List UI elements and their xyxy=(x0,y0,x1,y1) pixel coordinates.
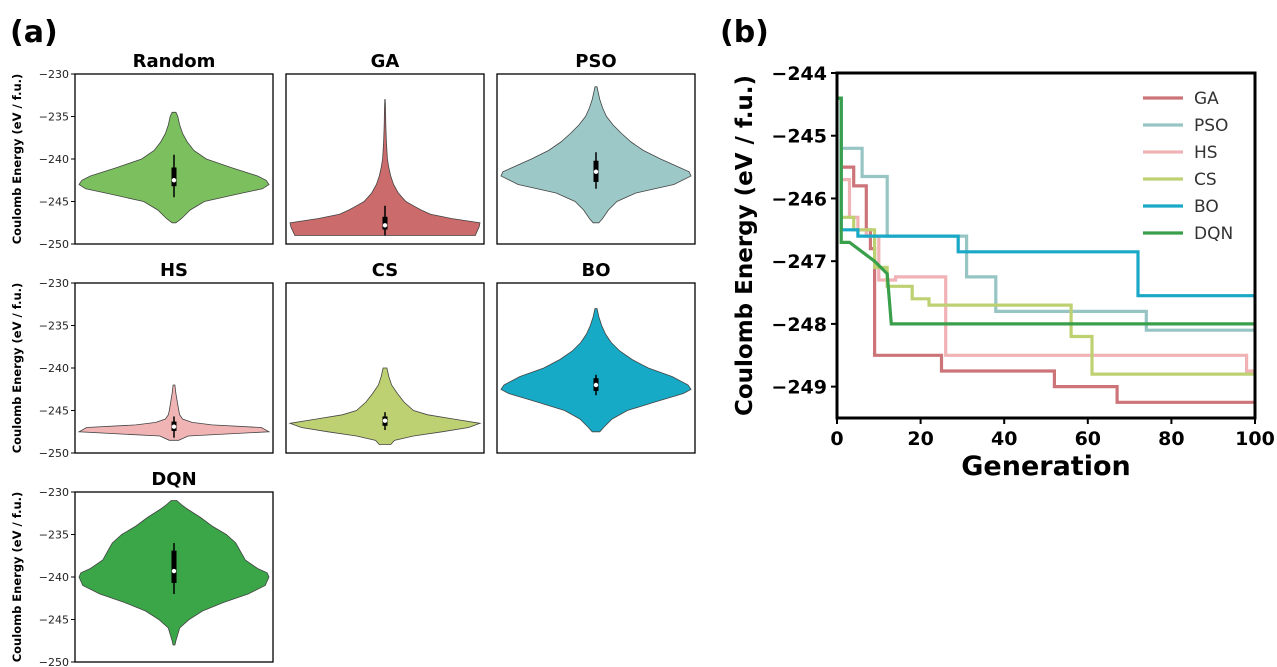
series-line-bo xyxy=(837,96,1255,298)
violin-ytick-label: −250 xyxy=(39,238,69,251)
violin-median-pso xyxy=(593,169,599,174)
line-xtick-label: 60 xyxy=(1075,428,1101,450)
violin-frame-bo xyxy=(496,282,696,454)
line-ytick-label: −247 xyxy=(771,251,827,273)
step-line-chart: 0 20 40 60 80 100 −244 −245 −246 −247 −248 −249 Gene… xyxy=(732,63,1275,482)
violin-title-pso: PSO xyxy=(575,51,616,72)
violin-ytick-label: −245 xyxy=(39,196,69,209)
violin-ytick-label: −245 xyxy=(39,614,69,627)
violin-ylabel: Coulomb Energy (eV / f.u.) xyxy=(10,283,24,454)
violin-ylabel: Coulomb Energy (eV / f.u.) xyxy=(10,492,24,663)
violin-median-hs xyxy=(171,424,177,429)
violin-panel-pso: PSO xyxy=(496,51,696,245)
violin-title-bo: BO xyxy=(581,260,610,281)
violin-ytick-label: −240 xyxy=(39,571,69,584)
violin-panel-dqn: DQN −230 −235 −240 −245 −250 Coulomb Energy (e… xyxy=(10,469,274,667)
panel-b-label: (b) xyxy=(720,15,769,50)
violin-ytick-label: −235 xyxy=(39,111,69,124)
violin-panel-cs: CS xyxy=(285,260,485,454)
violin-body-hs xyxy=(77,384,271,441)
series-line-cs xyxy=(837,96,1255,376)
violin-ytick-label: −235 xyxy=(39,320,69,333)
violin-iqr-box-random xyxy=(171,167,177,187)
line-ytick-label: −248 xyxy=(771,314,827,336)
line-xtick-label: 80 xyxy=(1158,428,1184,450)
legend-label-dqn: DQN xyxy=(1194,224,1233,244)
line-ytick-label: −249 xyxy=(771,377,827,399)
line-ylabel: Coulomb Energy (eV / f.u.) xyxy=(732,75,758,416)
violin-ytick-label: −250 xyxy=(39,656,69,667)
line-xtick-label: 0 xyxy=(830,428,843,450)
violin-panel-ga: GA xyxy=(285,51,485,245)
panel-a-label: (a) xyxy=(10,15,58,50)
violin-iqr-box-dqn xyxy=(171,550,177,583)
violin-body-ga xyxy=(289,99,481,236)
violin-body-cs xyxy=(288,367,482,445)
violin-median-ga xyxy=(382,223,388,228)
legend: GA PSO HS CS BO DQN xyxy=(1143,89,1233,244)
violin-body-bo xyxy=(500,308,692,433)
line-xlabel: Generation xyxy=(961,451,1130,482)
violin-ytick-label: −230 xyxy=(39,486,69,499)
legend-label-cs: CS xyxy=(1194,170,1217,190)
violin-title-dqn: DQN xyxy=(151,469,196,490)
legend-label-bo: BO xyxy=(1194,197,1219,217)
violin-frame-ga xyxy=(285,73,485,245)
violin-frame-pso xyxy=(496,73,696,245)
line-axes-frame xyxy=(835,71,1257,420)
violin-title-ga: GA xyxy=(371,51,400,72)
series-group xyxy=(837,96,1255,404)
violin-median-bo xyxy=(593,382,599,388)
violin-title-random: Random xyxy=(133,51,216,72)
violin-panel-random: Random −230 −235 −240 −245 −250 Coulomb Energy… xyxy=(10,51,274,251)
violin-ytick-label: −245 xyxy=(39,405,69,418)
violin-panel-bo: BO xyxy=(496,260,696,454)
line-ytick-label: −244 xyxy=(771,63,827,85)
violin-ytick-label: −250 xyxy=(39,447,69,460)
violin-ytick-label: −230 xyxy=(39,68,69,81)
violin-grid: Random −230 −235 −240 −245 −250 Coulomb Energy… xyxy=(10,51,696,667)
line-xtick-label: 40 xyxy=(991,428,1017,450)
line-ytick-label: −246 xyxy=(771,188,827,210)
series-line-dqn xyxy=(837,96,1255,326)
violin-median-dqn xyxy=(171,568,177,574)
legend-label-pso: PSO xyxy=(1194,116,1228,136)
violin-title-hs: HS xyxy=(160,260,188,281)
line-ytick-label: −245 xyxy=(771,126,827,148)
violin-ytick-label: −240 xyxy=(39,153,69,166)
violin-median-random xyxy=(171,178,177,183)
violin-panel-hs: HS −230 −235 −240 −245 −250 Coulomb Energy (eV… xyxy=(10,260,274,460)
violin-ytick-label: −230 xyxy=(39,277,69,290)
violin-title-cs: CS xyxy=(372,260,399,281)
line-xtick-label: 20 xyxy=(907,428,933,450)
violin-ytick-label: −240 xyxy=(39,362,69,375)
legend-label-hs: HS xyxy=(1194,143,1218,163)
violin-median-cs xyxy=(382,418,388,423)
violin-ylabel: Coulomb Energy (eV / f.u.) xyxy=(10,74,24,245)
line-xtick-label: 100 xyxy=(1235,428,1275,450)
violin-frame-cs xyxy=(285,282,485,454)
violin-ytick-label: −235 xyxy=(39,529,69,542)
legend-label-ga: GA xyxy=(1194,89,1219,109)
